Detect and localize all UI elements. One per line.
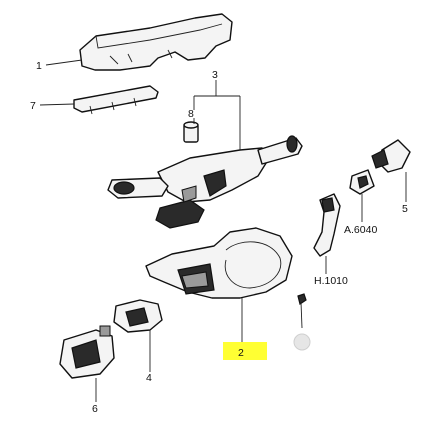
callout-2-highlight [223,342,267,360]
part-2-lower-shroud [145,227,293,299]
part-3-combination-switch [107,135,303,229]
part-h1010-bracket [313,193,341,257]
leader-lines [39,59,407,402]
callout-8: 8 [188,108,194,120]
part-1-upper-shroud [79,13,233,71]
callout-2: 2 [238,347,244,359]
callout-5: 5 [402,203,408,215]
callout-4: 4 [146,372,152,384]
callout-7: 7 [30,100,36,112]
part-4-switch [113,299,163,333]
callout-h1010: H.1010 [314,275,348,287]
part-7-trim-strip [73,85,159,115]
callout-a6040: A.6040 [344,224,377,236]
screw [293,293,311,351]
part-a6040 [349,169,375,195]
callout-3: 3 [212,69,218,81]
callout-1: 1 [36,60,42,72]
callout-6: 6 [92,403,98,415]
part-8-cap [183,121,199,143]
part-5-connector [371,139,411,173]
part-6-ignition [59,325,115,379]
